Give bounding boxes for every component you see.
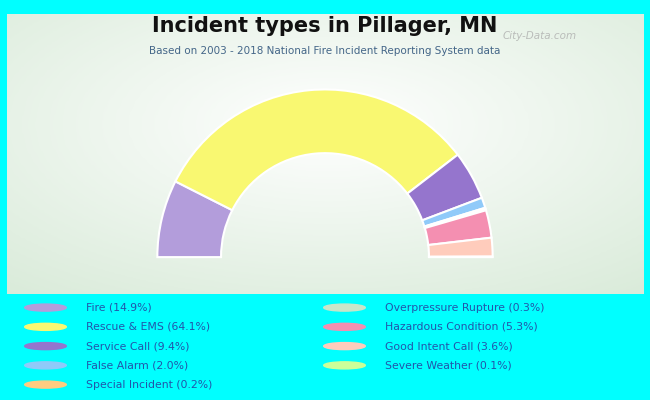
Circle shape [324,323,365,330]
Text: Hazardous Condition (5.3%): Hazardous Condition (5.3%) [385,322,538,332]
Text: False Alarm (2.0%): False Alarm (2.0%) [86,360,188,370]
Wedge shape [428,238,493,257]
Wedge shape [424,209,486,228]
Circle shape [324,304,365,311]
Wedge shape [429,256,493,257]
Circle shape [25,304,66,311]
Wedge shape [157,181,232,257]
Wedge shape [422,198,486,226]
Text: Service Call (9.4%): Service Call (9.4%) [86,341,189,351]
Text: Good Intent Call (3.6%): Good Intent Call (3.6%) [385,341,513,351]
Text: Overpressure Rupture (0.3%): Overpressure Rupture (0.3%) [385,302,544,313]
Wedge shape [176,90,458,210]
Text: City-Data.com: City-Data.com [502,31,577,41]
Text: Special Incident (0.2%): Special Incident (0.2%) [86,380,212,390]
Text: Based on 2003 - 2018 National Fire Incident Reporting System data: Based on 2003 - 2018 National Fire Incid… [150,46,500,56]
Text: Severe Weather (0.1%): Severe Weather (0.1%) [385,360,512,370]
Wedge shape [424,208,486,227]
Circle shape [25,362,66,369]
Wedge shape [425,210,491,245]
Text: Incident types in Pillager, MN: Incident types in Pillager, MN [152,16,498,36]
Circle shape [324,342,365,350]
Text: Fire (14.9%): Fire (14.9%) [86,302,151,313]
Circle shape [25,342,66,350]
Wedge shape [408,155,482,220]
Circle shape [324,362,365,369]
Text: Rescue & EMS (64.1%): Rescue & EMS (64.1%) [86,322,210,332]
Circle shape [25,323,66,330]
Circle shape [25,381,66,388]
